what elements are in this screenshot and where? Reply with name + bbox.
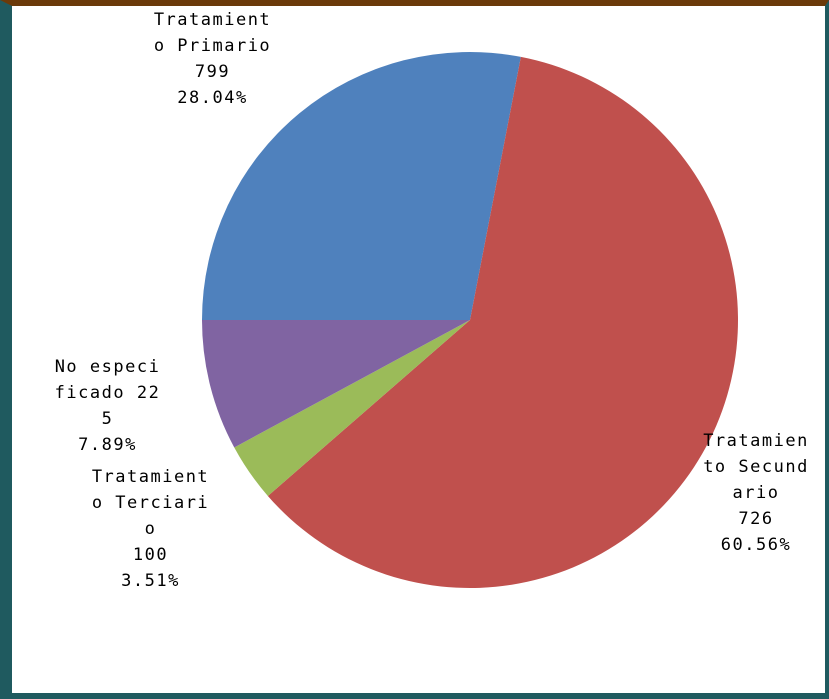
category-label: No especificado (54, 357, 161, 403)
pie-slice (234, 320, 470, 496)
pie-slice (267, 56, 738, 588)
data-label: Tratamiento Terciario 100 3.51% (88, 464, 213, 594)
data-label: Tratamiento Secundario 726 60.56% (700, 428, 812, 558)
percent-label: 7.89% (78, 435, 137, 455)
percent-label: 3.51% (121, 571, 180, 591)
category-label: Tratamiento Primario (153, 10, 272, 56)
data-label: No especificado 225 7.89% (50, 354, 165, 458)
category-label: Tratamiento Secundario (703, 431, 809, 503)
pie-slice (202, 51, 521, 320)
data-label: Tratamiento Primario 799 28.04% (150, 7, 275, 111)
pie-slice (202, 320, 470, 448)
count-label: 225 (101, 383, 161, 429)
percent-label: 28.04% (177, 88, 248, 108)
count-label: 726 (738, 509, 774, 529)
percent-label: 60.56% (720, 535, 792, 555)
category-label: Tratamiento Terciario (91, 467, 210, 539)
count-label: 100 (132, 545, 169, 565)
count-label: 799 (194, 62, 231, 82)
